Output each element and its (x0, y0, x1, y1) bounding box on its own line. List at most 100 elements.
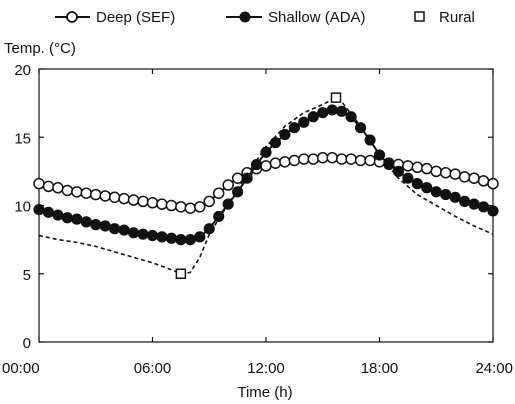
data-point (468, 198, 480, 210)
series-line (38, 108, 494, 241)
data-point (288, 154, 301, 167)
data-point (118, 192, 130, 205)
data-point (232, 186, 244, 198)
data-point (345, 111, 357, 123)
data-point (317, 151, 329, 164)
data-point (307, 111, 319, 123)
data-point (222, 179, 234, 191)
legend-open-square-marker (414, 11, 425, 22)
data-point (402, 160, 414, 172)
data-point (71, 186, 83, 198)
data-point (354, 154, 367, 167)
y-tick-label: 0 (23, 335, 31, 352)
legend-shallow-ada: Shallow (ADA) (226, 9, 366, 26)
y-tick-label: 10 (14, 199, 31, 216)
data-point (184, 202, 197, 214)
x-tick-label: 12:00 (247, 360, 285, 377)
data-point (118, 224, 130, 236)
series-deep-sef (33, 151, 499, 214)
data-point (212, 187, 225, 199)
data-point (411, 161, 424, 174)
data-point (335, 153, 348, 165)
data-point (354, 122, 367, 134)
data-point (127, 227, 140, 239)
data-point (487, 177, 499, 190)
y-axis-label: Temp. (°C) (4, 40, 76, 57)
data-point (90, 188, 102, 201)
legend-open-circle-marker (66, 11, 78, 23)
data-point (90, 219, 102, 231)
data-point (364, 134, 376, 146)
data-point (61, 184, 74, 197)
data-point (326, 151, 338, 164)
data-point (137, 195, 149, 208)
data-point (222, 198, 234, 210)
data-point (250, 158, 263, 171)
data-point (269, 157, 282, 169)
data-point (42, 180, 55, 193)
data-point (373, 149, 386, 161)
legend-rural: Rural (414, 9, 475, 26)
data-point (146, 229, 159, 242)
data-point (345, 153, 357, 165)
data-point (430, 165, 442, 178)
data-point (279, 128, 291, 141)
data-point (459, 195, 471, 208)
data-point (109, 223, 121, 235)
data-point (269, 137, 282, 149)
data-point (260, 146, 272, 158)
data-point (203, 195, 215, 208)
data-point (402, 172, 414, 184)
data-point (307, 153, 320, 165)
legend-label-deep-sef: Deep (SEF) (96, 9, 175, 26)
data-point (137, 228, 149, 240)
data-point (411, 178, 423, 190)
data-point (468, 172, 480, 184)
y-tick-label: 15 (14, 130, 31, 147)
y-tick-label: 20 (14, 62, 31, 79)
data-point (165, 199, 178, 212)
data-point (175, 234, 187, 246)
data-point (33, 177, 45, 190)
x-tick-label: 24:00 (475, 360, 513, 377)
data-point (194, 231, 206, 243)
x-axis-label: Time (h) (237, 384, 292, 401)
data-point (42, 206, 55, 218)
plot-frame (38, 68, 494, 343)
data-point (477, 201, 490, 213)
data-point (458, 171, 471, 183)
data-point (449, 168, 461, 180)
y-tick-label: 5 (23, 267, 31, 284)
data-point (165, 232, 178, 244)
data-point (392, 165, 405, 177)
data-point (288, 122, 300, 134)
x-tick-label: 00:00 (2, 360, 40, 377)
data-point (336, 105, 348, 117)
data-point (80, 187, 93, 199)
data-point (156, 198, 168, 210)
data-point (213, 210, 225, 223)
data-point (260, 160, 272, 172)
data-point (421, 162, 433, 175)
data-point (317, 107, 329, 119)
data-point (440, 188, 452, 201)
data-point (439, 166, 452, 179)
data-point (298, 153, 310, 165)
data-point (99, 190, 111, 202)
legend-label-shallow-ada: Shallow (ADA) (268, 9, 366, 26)
data-point (127, 194, 140, 206)
data-point (364, 154, 376, 167)
data-point (99, 220, 111, 232)
data-point (449, 191, 461, 203)
data-point (33, 203, 45, 216)
data-point (477, 175, 490, 187)
data-point (80, 216, 92, 228)
data-point (194, 201, 206, 213)
data-point (146, 197, 159, 209)
data-point (421, 182, 433, 194)
x-tick-label: 18:00 (361, 360, 399, 377)
x-tick-label: 06:00 (134, 360, 172, 377)
data-point (241, 172, 253, 184)
data-point (108, 191, 121, 204)
